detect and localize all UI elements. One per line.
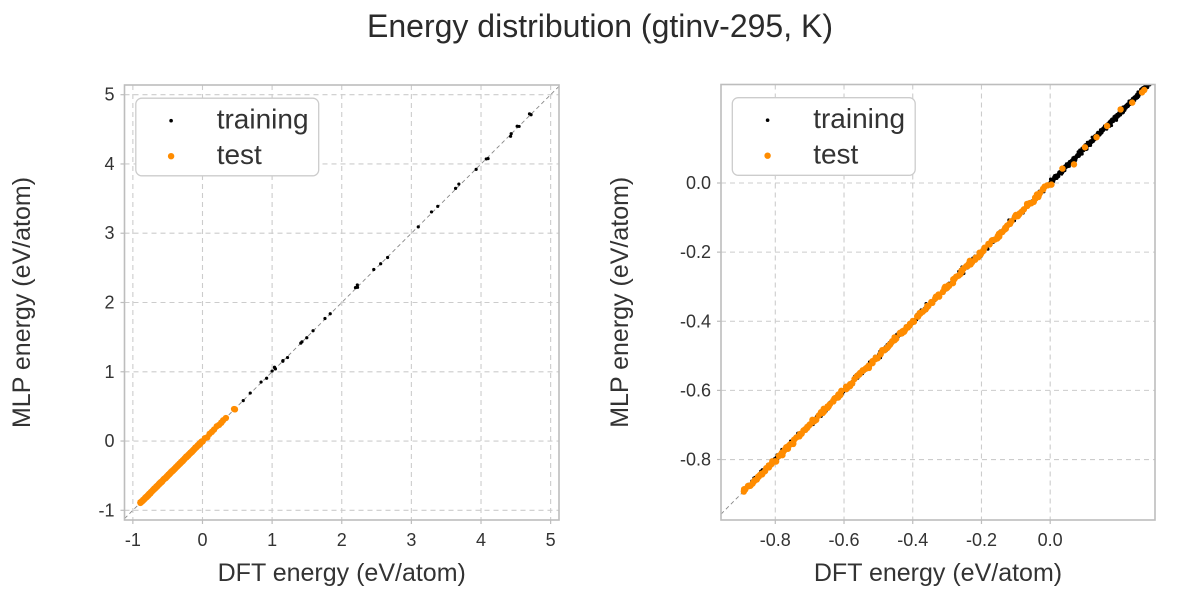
svg-text:MLP energy (eV/atom): MLP energy (eV/atom) <box>8 177 36 428</box>
svg-text:DFT energy (eV/atom): DFT energy (eV/atom) <box>218 559 466 587</box>
svg-text:2: 2 <box>104 293 114 313</box>
svg-text:3: 3 <box>104 223 114 243</box>
svg-text:-0.6: -0.6 <box>680 380 711 400</box>
svg-text:-1: -1 <box>98 500 114 520</box>
svg-text:-0.4: -0.4 <box>897 530 928 550</box>
svg-text:5: 5 <box>546 530 556 550</box>
svg-text:-0.8: -0.8 <box>680 450 711 470</box>
svg-text:1: 1 <box>104 362 114 382</box>
svg-text:test: test <box>217 139 262 170</box>
svg-text:-0.2: -0.2 <box>966 530 997 550</box>
svg-text:-0.2: -0.2 <box>680 242 711 262</box>
svg-text:5: 5 <box>104 85 114 105</box>
svg-text:DFT energy (eV/atom): DFT energy (eV/atom) <box>814 559 1062 587</box>
svg-text:0.0: 0.0 <box>1038 530 1063 550</box>
svg-text:-1: -1 <box>125 530 141 550</box>
svg-text:4: 4 <box>104 154 114 174</box>
svg-text:1: 1 <box>267 530 277 550</box>
svg-text:MLP energy (eV/atom): MLP energy (eV/atom) <box>606 177 634 428</box>
svg-text:-0.8: -0.8 <box>760 530 791 550</box>
svg-text:-0.4: -0.4 <box>680 311 711 331</box>
svg-text:0: 0 <box>197 530 207 550</box>
svg-text:3: 3 <box>406 530 416 550</box>
svg-text:0: 0 <box>104 431 114 451</box>
svg-text:4: 4 <box>476 530 486 550</box>
svg-text:training: training <box>813 103 905 134</box>
svg-text:training: training <box>217 104 309 135</box>
svg-text:0.0: 0.0 <box>686 173 711 193</box>
svg-text:2: 2 <box>337 530 347 550</box>
svg-text:test: test <box>813 139 858 170</box>
svg-text:-0.6: -0.6 <box>829 530 860 550</box>
